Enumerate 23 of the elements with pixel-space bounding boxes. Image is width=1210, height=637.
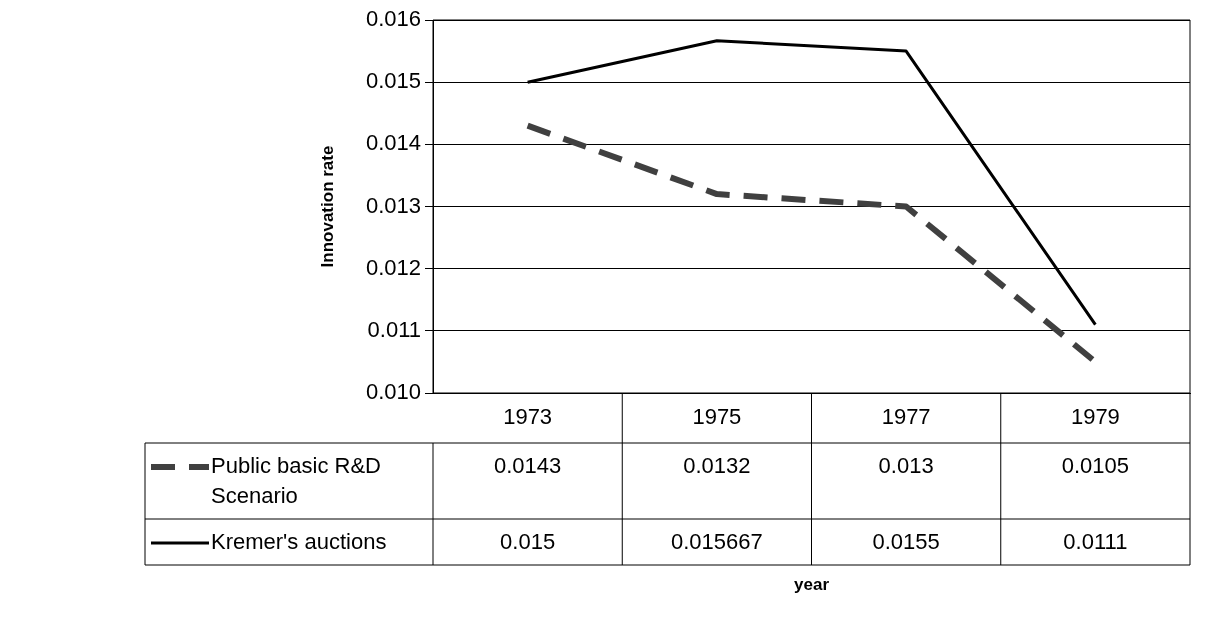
data-label: 0.013 [878, 453, 934, 479]
legend-label: Public basic R&D Scenario [211, 453, 381, 509]
y-axis-title: Innovation rate [317, 145, 337, 268]
y-tick-label: 0.013 [365, 192, 421, 218]
data-label: 0.015667 [670, 529, 763, 555]
y-tick-label: 0.012 [365, 254, 421, 280]
y-tick-label: 0.015 [365, 68, 421, 94]
x-tick-label: 1979 [1070, 404, 1120, 430]
y-tick-label: 0.016 [365, 6, 421, 32]
x-tick-label: 1977 [881, 404, 931, 430]
data-label: 0.015 [500, 529, 556, 555]
data-label: 0.0111 [1063, 529, 1128, 555]
data-label: 0.0155 [872, 529, 940, 555]
y-tick-label: 0.011 [367, 316, 421, 342]
y-tick-label: 0.014 [365, 130, 421, 156]
legend-label: Kremer's auctions [211, 529, 387, 555]
text: year [794, 574, 830, 594]
data-label: 0.0132 [683, 453, 751, 479]
x-tick-label: 1975 [692, 404, 742, 430]
y-tick-label: 0.010 [365, 379, 421, 405]
data-label: 0.0143 [493, 453, 562, 479]
x-tick-label: 1973 [503, 404, 553, 430]
data-label: 0.0105 [1061, 453, 1130, 479]
